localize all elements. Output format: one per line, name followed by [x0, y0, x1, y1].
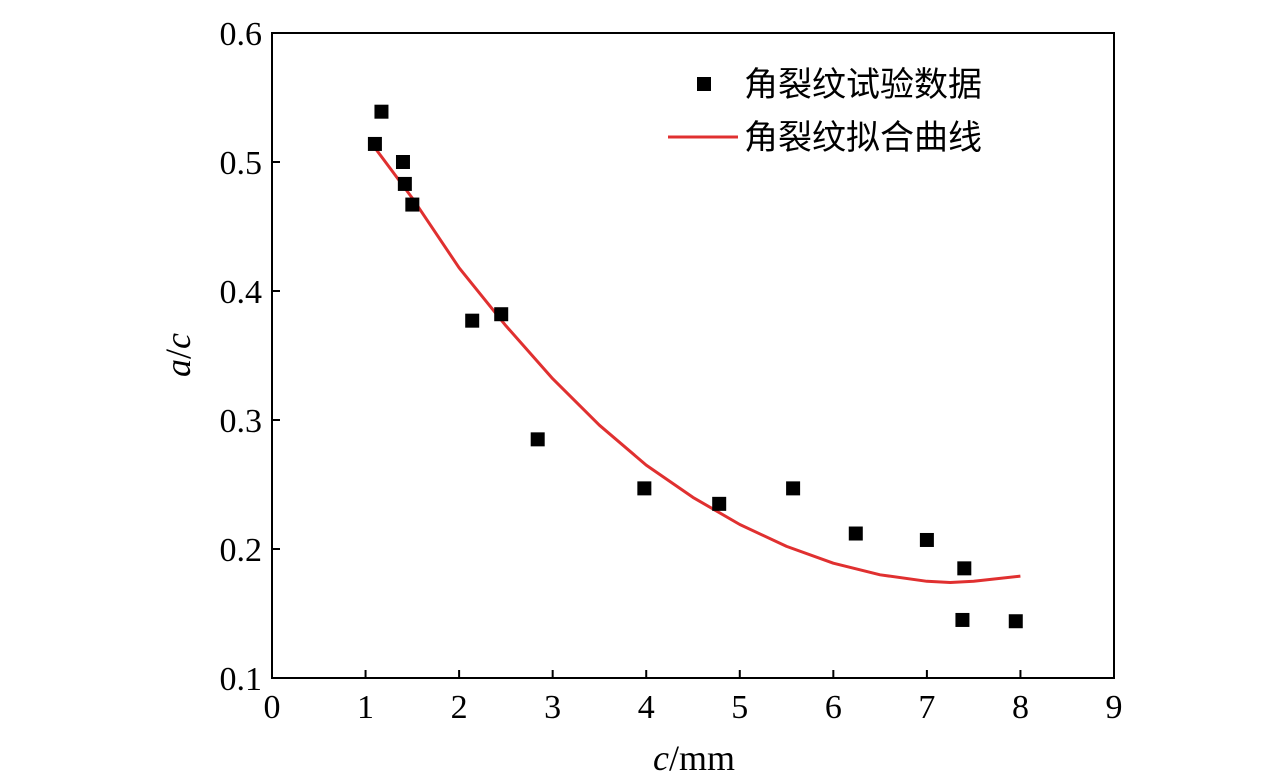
data-point [494, 307, 509, 322]
y-tick-label: 0.3 [220, 403, 263, 440]
data-point [367, 136, 382, 151]
x-tick-label: 9 [1106, 689, 1123, 726]
x-tick-label: 6 [825, 689, 842, 726]
data-point [374, 104, 389, 119]
x-tick-label: 8 [1012, 689, 1029, 726]
x-tick-label: 2 [451, 689, 468, 726]
data-point [786, 481, 801, 496]
legend-scatter-marker [697, 77, 711, 91]
x-tick-label: 7 [918, 689, 935, 726]
data-point [405, 197, 420, 212]
data-point [397, 176, 412, 191]
x-tick-label: 1 [357, 689, 374, 726]
data-point [465, 313, 480, 328]
legend-scatter-label: 角裂纹试验数据 [744, 65, 982, 105]
y-tick-label: 0.4 [220, 274, 263, 311]
data-point [712, 496, 727, 511]
data-point [530, 432, 545, 447]
data-point [637, 481, 652, 496]
x-axis-title: c/mm [653, 738, 735, 778]
x-tick-label: 0 [264, 689, 281, 726]
data-point [848, 526, 863, 541]
x-tick-label: 3 [544, 689, 561, 726]
fit-curve-line [373, 146, 1021, 584]
fit-curve-group [373, 146, 1021, 584]
y-tick-label: 0.2 [220, 532, 263, 569]
data-point [919, 532, 934, 547]
data-points-group [367, 104, 1023, 629]
data-point [395, 155, 410, 169]
y-tick-label: 0.1 [220, 661, 263, 698]
y-tick-label: 0.5 [220, 145, 263, 182]
x-tick-label: 4 [638, 689, 655, 726]
data-point [1008, 614, 1023, 629]
y-axis-title: a/c [158, 333, 198, 377]
data-point [955, 612, 970, 627]
y-tick-label: 0.6 [220, 16, 263, 53]
plot-frame [271, 32, 1115, 679]
legend-fit-label: 角裂纹拟合曲线 [744, 118, 982, 158]
data-point [957, 561, 972, 576]
x-tick-label: 5 [731, 689, 748, 726]
legend: 角裂纹试验数据 角裂纹拟合曲线 [668, 65, 982, 158]
y-axis-ticks: 0.1 0.2 0.3 0.4 0.5 0.6 [220, 16, 280, 698]
x-axis-ticks: 0 1 2 3 4 5 6 7 8 9 [264, 670, 1123, 726]
